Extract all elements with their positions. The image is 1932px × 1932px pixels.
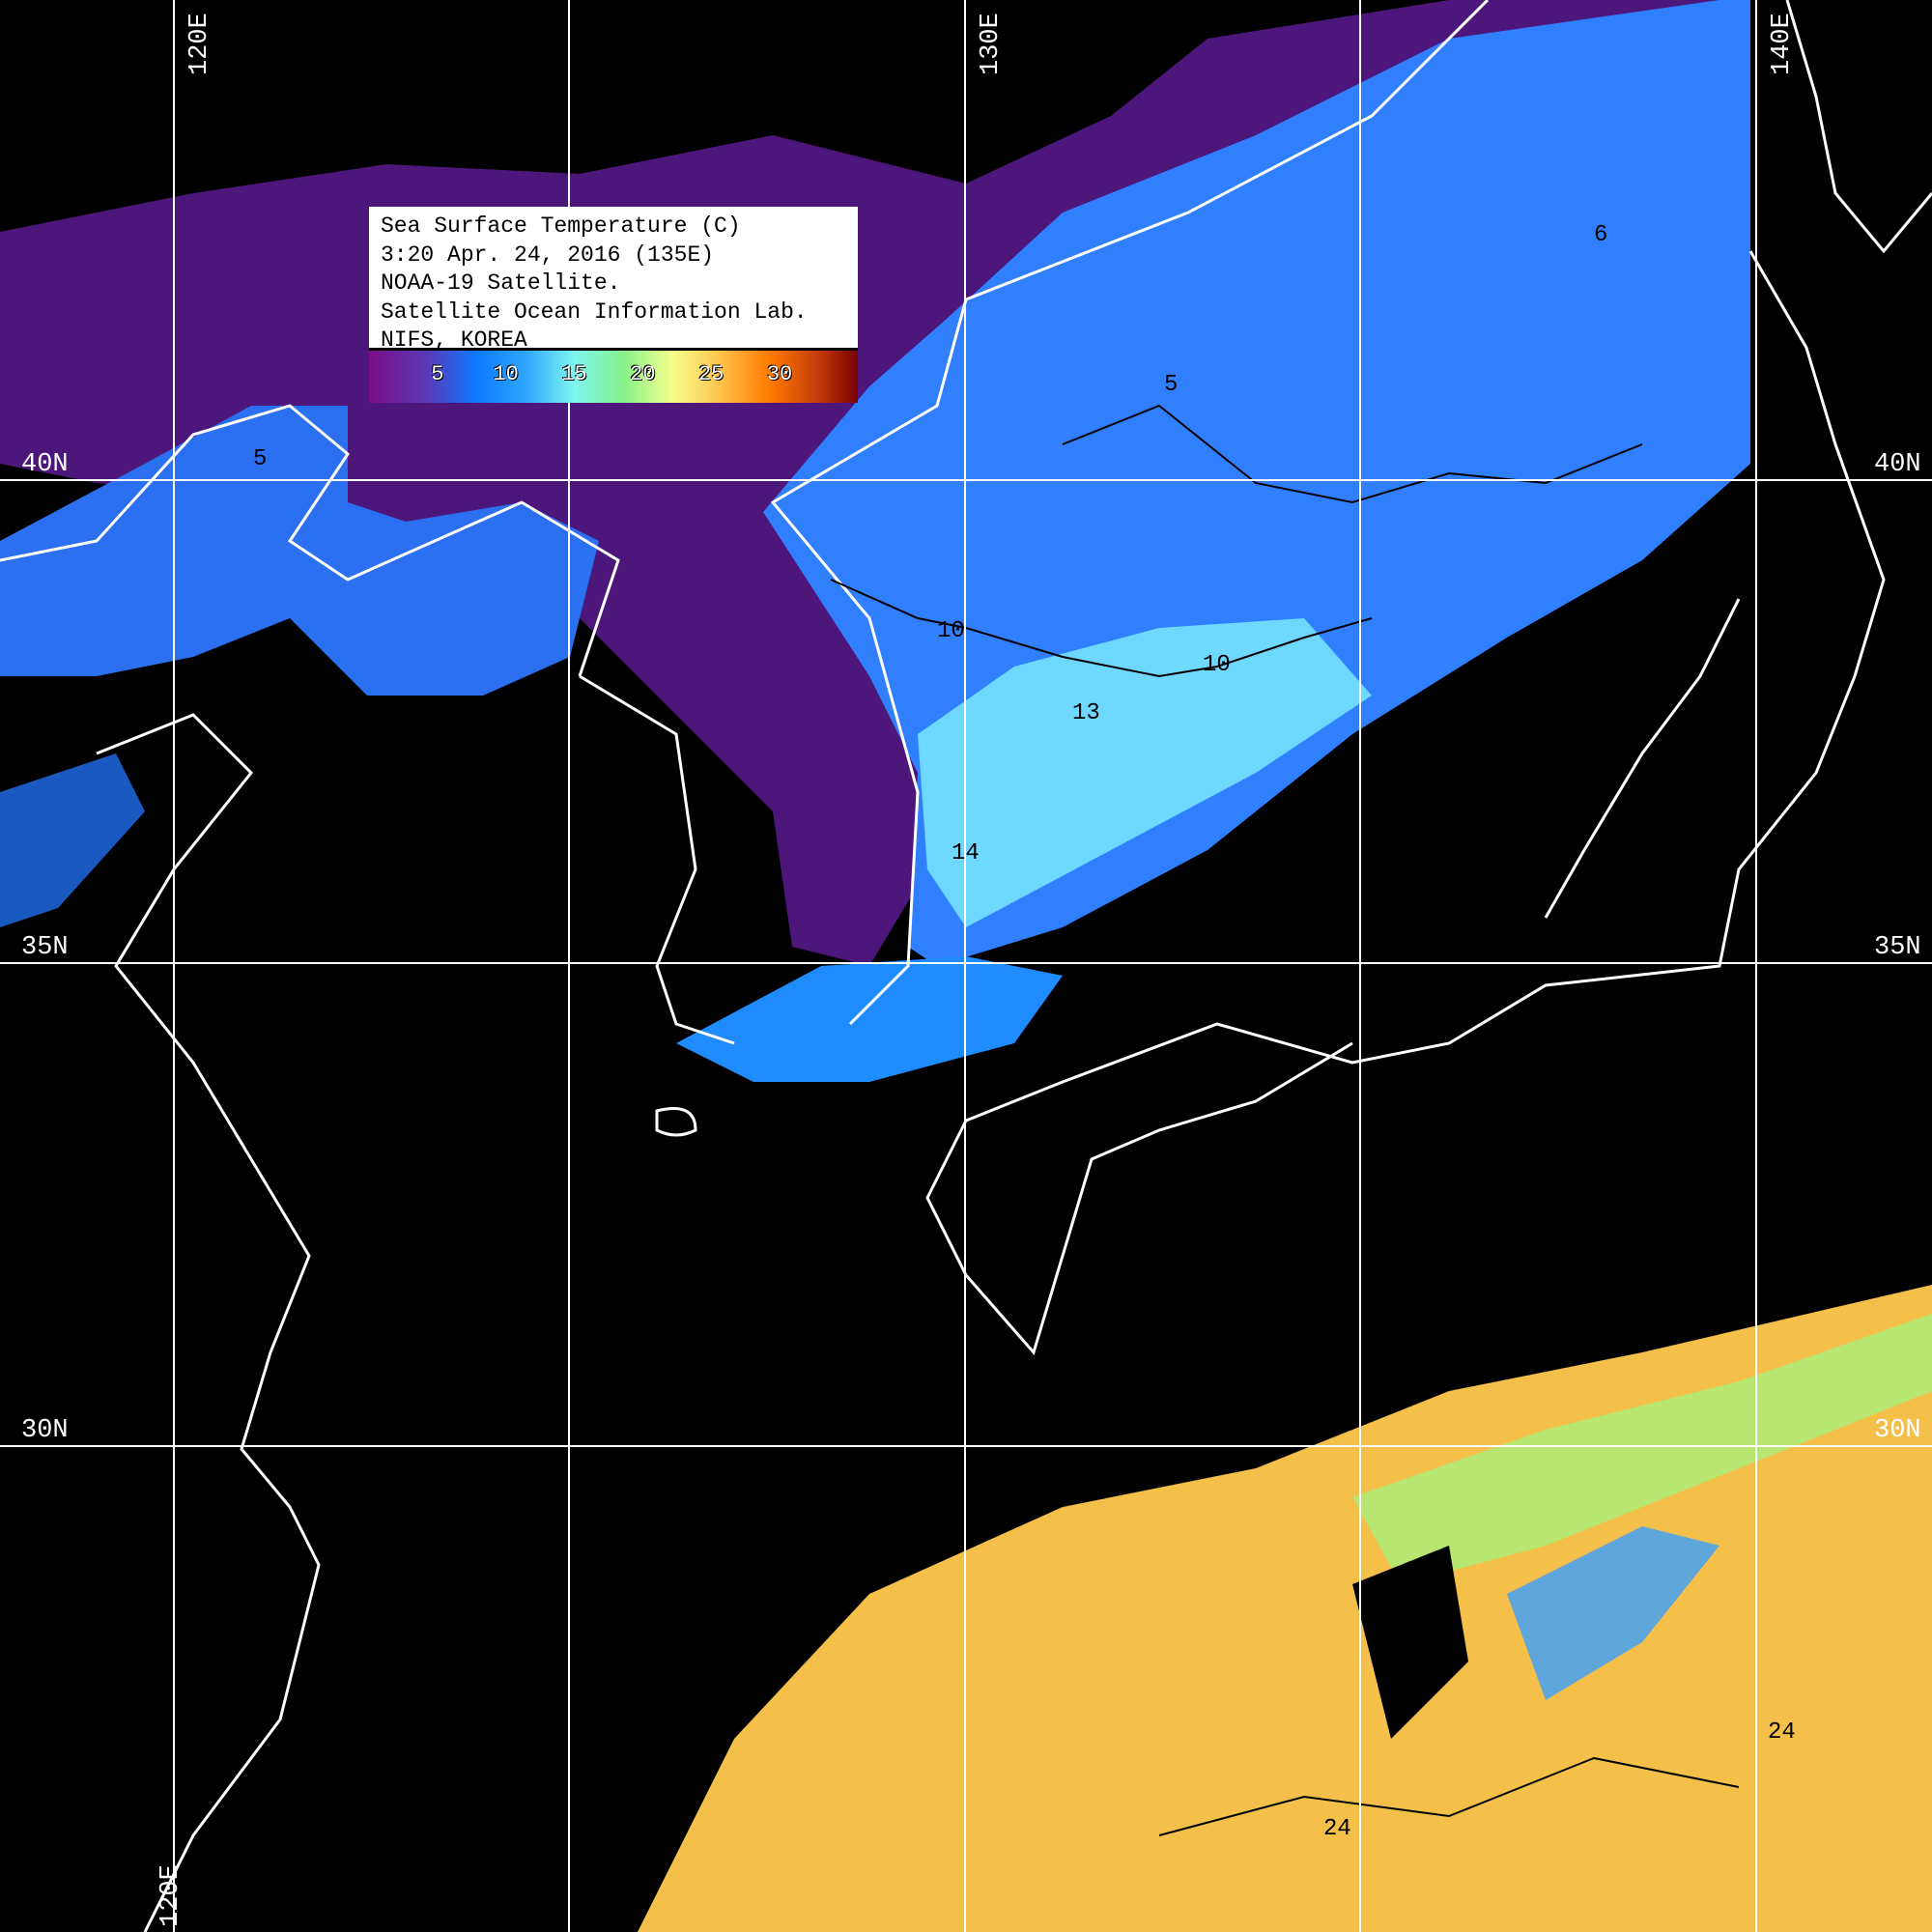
cloud-gap-south (1352, 1546, 1468, 1739)
legend-text-box: Sea Surface Temperature (C) 3:20 Apr. 24,… (369, 207, 858, 353)
legend-satellite: NOAA-19 Satellite. (381, 270, 621, 296)
lat-label-30n-left: 30N (21, 1416, 69, 1445)
coastline-taiwan-islands (655, 1107, 697, 1137)
sst-transition-band (1352, 1314, 1932, 1584)
contour-label: 14 (952, 840, 980, 867)
colorbar-tick-25: 25 (697, 362, 724, 386)
contour-label: 5 (1164, 372, 1179, 398)
contour-5 (1062, 404, 1643, 504)
lon-label-130e: 130E (977, 13, 1006, 75)
contour-24 (1158, 1756, 1740, 1836)
contour-label: 5 (253, 446, 268, 472)
contour-label: 24 (1323, 1816, 1351, 1842)
legend-lab: Satellite Ocean Information Lab. (381, 298, 808, 325)
sst-korea-strait (676, 956, 1063, 1082)
sst-yellow-sea-west (0, 753, 145, 927)
lat-label-40n-right: 40N (1874, 450, 1921, 479)
lat-label-35n-right: 35N (1874, 933, 1921, 962)
lat-label-30n-right: 30N (1874, 1416, 1921, 1445)
contour-label: 6 (1594, 222, 1608, 248)
colorbar-tick-15: 15 (561, 362, 587, 386)
contour-label: 10 (1203, 652, 1231, 678)
lat-label-35n-left: 35N (21, 933, 69, 962)
sst-bohai (0, 406, 599, 696)
colorbar-tick-10: 10 (493, 362, 519, 386)
contour-label: 13 (1072, 700, 1100, 726)
colorbar-tick-5: 5 (431, 362, 444, 386)
coastline-korea-east (770, 0, 1490, 1026)
legend-org: NIFS, KOREA (381, 327, 527, 353)
lat-label-40n-left: 40N (21, 450, 69, 479)
colorbar-tick-20: 20 (630, 362, 656, 386)
coastline-japan (925, 0, 1932, 1356)
lon-label-120e: 120E (185, 13, 214, 75)
colorbar-tick-30: 30 (766, 362, 793, 386)
contour-label: 24 (1768, 1719, 1796, 1746)
coastline-korea-west (579, 674, 735, 1045)
lon-label-140e: 140E (1768, 13, 1797, 75)
contours (830, 404, 1740, 1836)
contour-10 (830, 579, 1373, 678)
legend: Sea Surface Temperature (C) 3:20 Apr. 24,… (369, 207, 858, 403)
lon-label-120e-bottom: 120E (156, 1864, 185, 1927)
colorbar: 5 10 15 20 25 30 (369, 351, 858, 403)
contour-label: 10 (937, 618, 965, 644)
sst-cool-filament (1507, 1526, 1719, 1700)
legend-title: Sea Surface Temperature (C) (381, 213, 741, 239)
sst-warm-tongue (918, 618, 1372, 927)
legend-time: 3:20 Apr. 24, 2016 (135E) (381, 242, 715, 268)
